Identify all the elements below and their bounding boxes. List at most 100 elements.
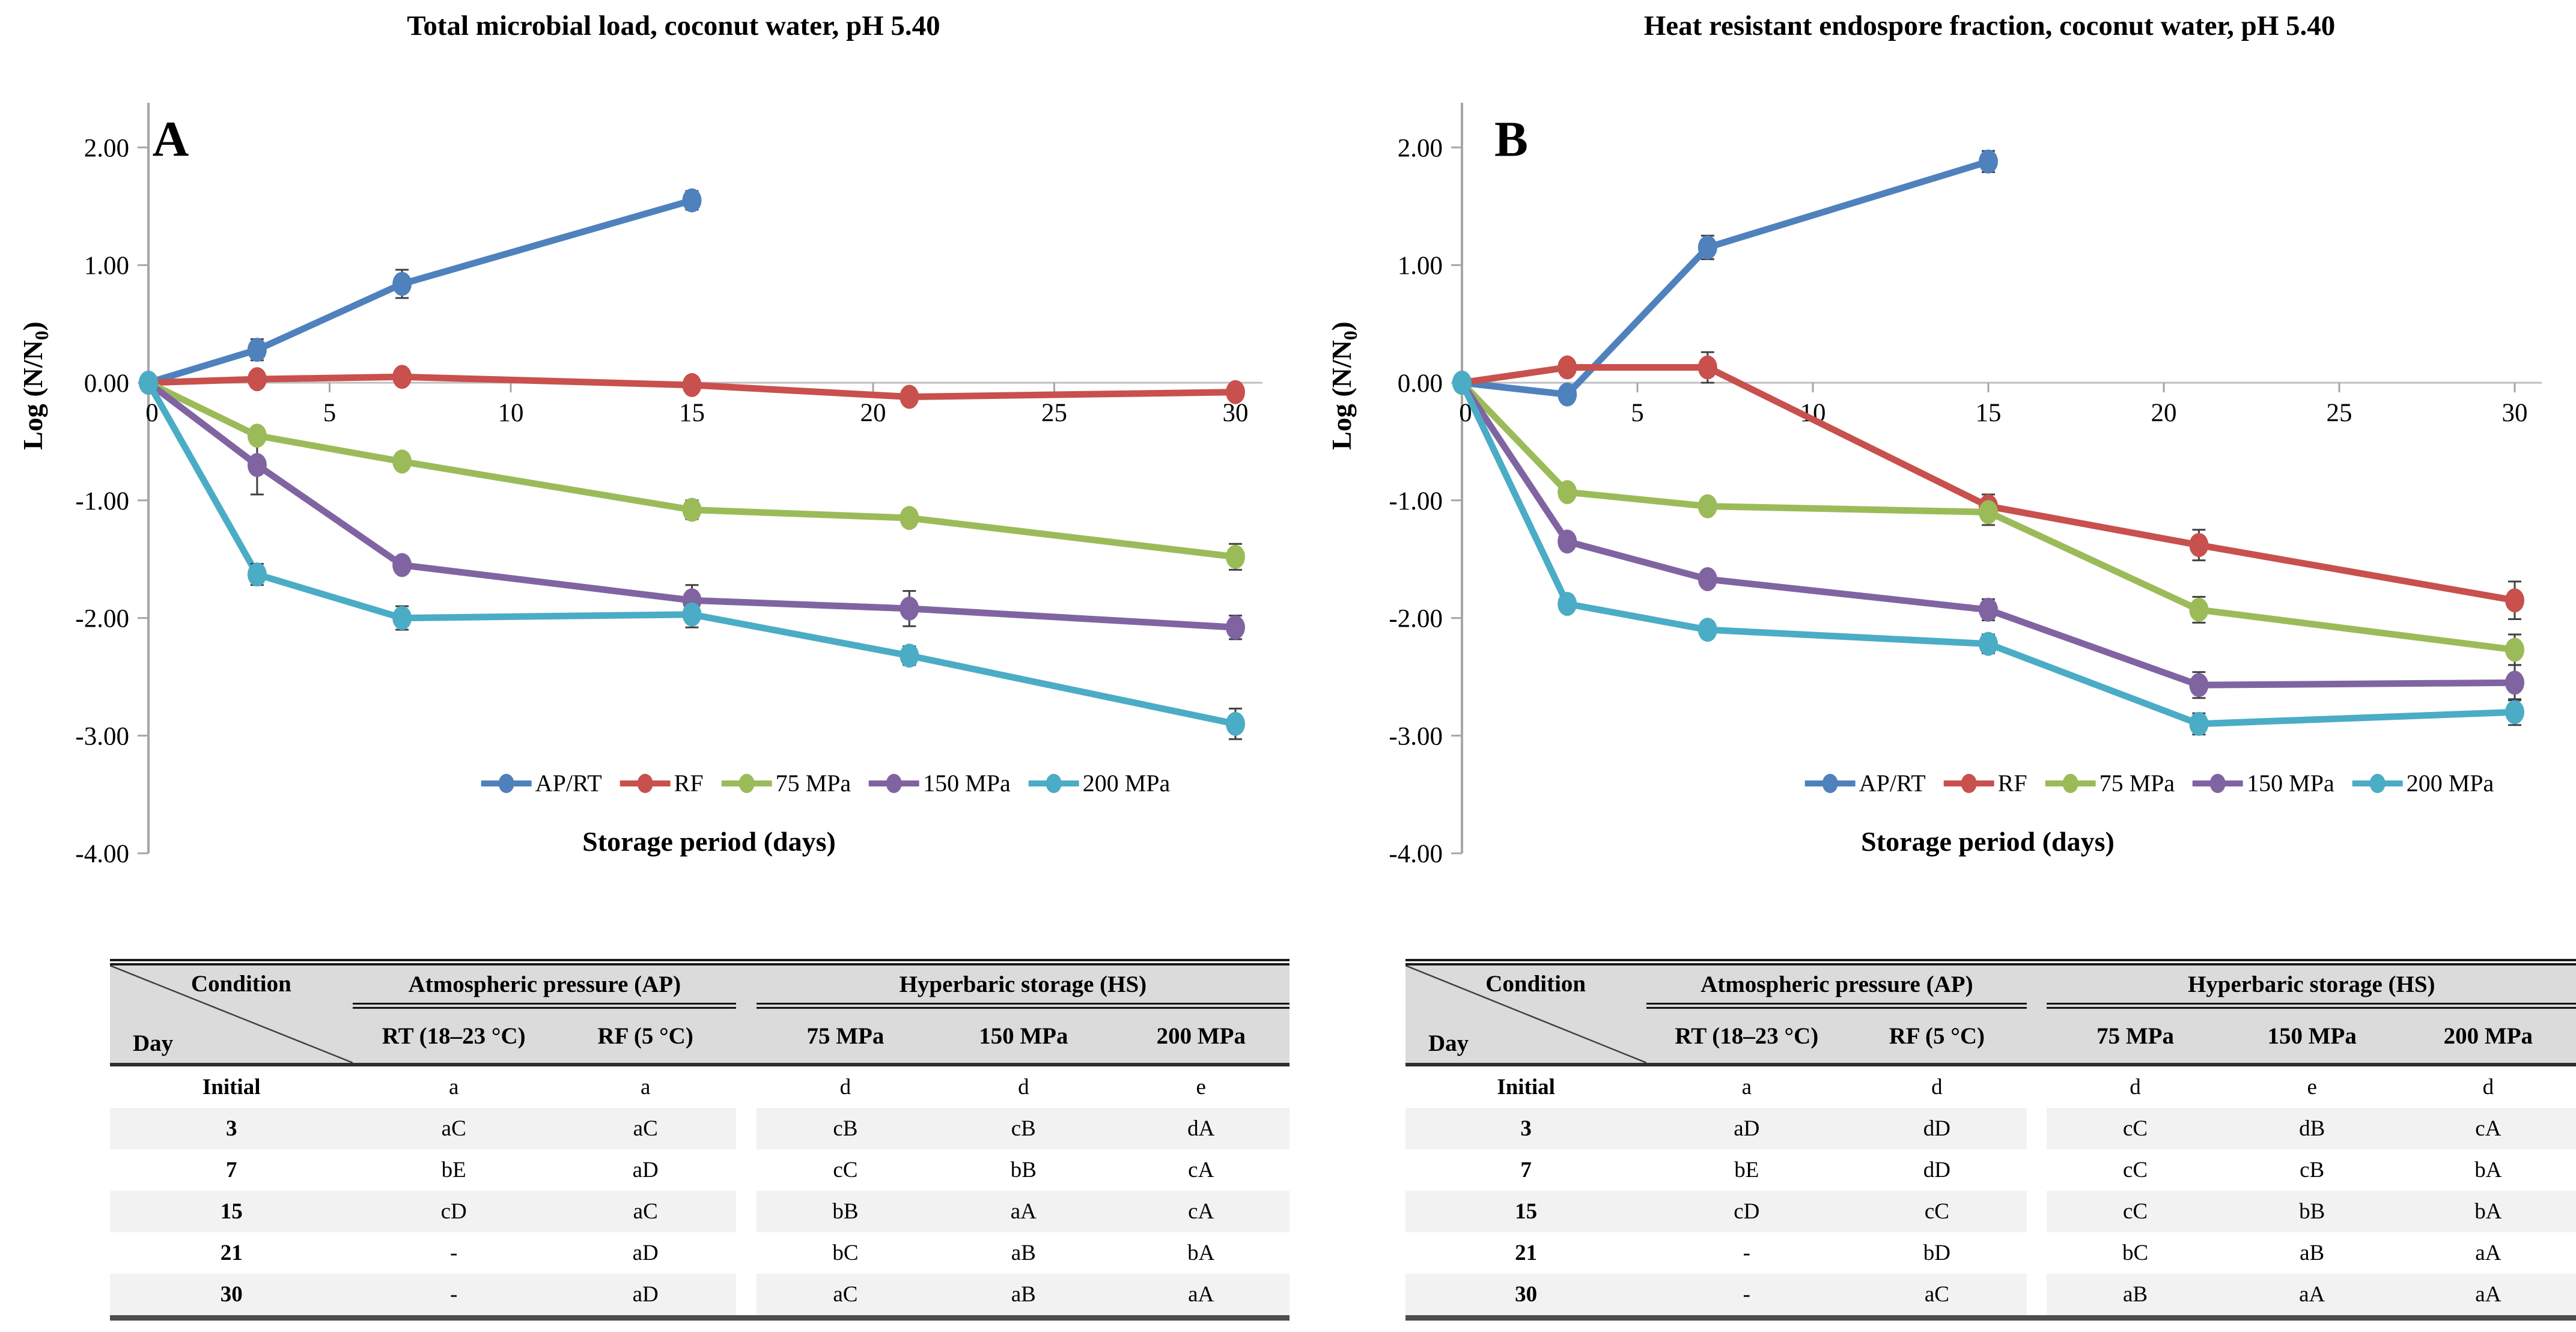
x-tick-label: 15 [1976,399,2002,427]
table-row-day-21: 21 - aD bC aB bA [110,1232,1290,1274]
legend-dot [1046,773,1062,793]
header-spacer [2027,966,2047,1066]
table-cell: bB [1010,1158,1037,1182]
day-cell: 15 [1405,1191,1647,1232]
table-spacer-cell [2027,1232,2047,1274]
data-point-200-mpa [1226,711,1245,736]
data-point-rf [392,365,412,389]
data-point-75-mpa [247,424,267,448]
table-cell: a [1741,1075,1752,1099]
group-header-hyperbaric-storage: Hyperbaric storage (HS) [2047,966,2576,1009]
series-line-rf [1458,364,2518,604]
day-cell: 21 [220,1241,243,1265]
day-cell: 3 [1405,1108,1647,1149]
data-point-75-mpa [1979,500,1998,525]
legend-label: 150 MPa [2247,770,2334,797]
corner-cell: Condition Day [110,966,353,1066]
data-point-150-mpa [247,453,267,478]
legend-label: 75 MPa [2099,770,2175,797]
table-cell: bC [832,1241,859,1265]
corner-label-day: Day [1428,1030,1469,1056]
column-header-rt-18-23-c: RT (18–23 °C) [353,1006,555,1066]
table-cell: bE [441,1158,466,1182]
data-point-150-mpa [1979,597,1998,622]
chart-a-legend: AP/RT RF 75 MPa 150 MPa 200 MPa [481,769,1171,797]
data-point-200-mpa [900,643,919,668]
day-cell: 30 [1405,1274,1647,1315]
diagonal-line [1405,966,1646,1063]
table-spacer-cell [736,1065,757,1108]
y-tick-label: -3.00 [1389,722,1443,750]
table-spacer-cell [2027,1149,2047,1191]
legend-item-rf: RF [1943,769,2027,797]
data-point-200-mpa [1698,618,1717,642]
legend-dot [2369,773,2386,793]
legend-marker-icon-150-mpa [869,773,920,793]
data-point-ap-rt [1979,149,1998,174]
x-tick-label: 15 [679,399,705,427]
table-cell: aC [555,1108,737,1149]
significance-table-a: Condition Day Atmospheric pressure (AP) Hyp… [110,966,1290,1315]
column-header-75-mpa: 75 MPa [756,1006,935,1066]
table-cell: bB [756,1191,935,1232]
day-cell: 15 [110,1191,353,1232]
table-cell: dD [1847,1108,2027,1149]
table-cell: bD [1923,1241,1950,1265]
table-cell: cA [1188,1158,1214,1182]
table-cell: aB [2300,1241,2325,1265]
legend-item-75-mpa: 75 MPa [721,769,851,797]
data-point-ap-rt [1557,382,1577,407]
data-point-rf [1226,380,1245,404]
table-cell: aB [934,1274,1113,1315]
table-cell: - [450,1241,458,1265]
data-point-rf [1557,355,1577,380]
data-point-200-mpa [2189,711,2209,736]
panel-a: Total microbial load, coconut water, pH … [0,0,1288,937]
data-point-rf [2189,533,2209,558]
table-cell: dB [2223,1108,2401,1149]
table-cell: cC [2047,1191,2224,1232]
table-spacer-cell [2027,1108,2047,1149]
y-tick-label: -1.00 [1389,487,1443,515]
table-cell: d [839,1075,851,1099]
table-cell: cD [353,1191,555,1232]
legend-marker-icon-75-mpa [2045,773,2096,793]
table-cell: aB [2047,1274,2224,1315]
table-cell: aD [632,1241,659,1265]
data-point-200-mpa [392,606,412,630]
table-cell: - [353,1274,555,1315]
y-tick-label: -2.00 [75,605,129,633]
legend-label: 150 MPa [923,770,1011,797]
table-spacer-cell [736,1232,757,1274]
table-row-day-3: 3 aD dD cC dB cA [1405,1108,2576,1149]
data-point-200-mpa [1452,371,1472,395]
table-column-header-row: RT (18–23 °C) RF (5 °C) 75 MPa 150 MPa 200 M… [1405,1006,2576,1066]
table-spacer-cell [736,1191,757,1232]
table-row-day-21: 21 - bD bC aB aA [1405,1232,2576,1274]
table-cell: cB [2300,1158,2325,1182]
significance-table-b: Condition Day Atmospheric pressure (AP) Hyp… [1405,966,2576,1315]
data-point-75-mpa [2505,637,2524,662]
data-point-200-mpa [1557,592,1577,616]
group-header-atmospheric-pressure: Atmospheric pressure (AP) [1646,966,2027,1009]
legend-label: 200 MPa [1082,770,1171,797]
diagonal-line [110,966,353,1063]
table-cell: cB [934,1108,1113,1149]
x-tick-label: 20 [860,399,886,427]
table-cell: bA [2474,1158,2502,1182]
table-column-header-row: RT (18–23 °C) RF (5 °C) 75 MPa 150 MPa 200 M… [110,1006,1290,1066]
data-point-75-mpa [1557,480,1577,505]
table-cell: aA [934,1191,1113,1232]
table-cell: e [2307,1075,2317,1099]
table-spacer-cell [736,1108,757,1149]
legend-item-rf: RF [620,769,704,797]
data-point-75-mpa [392,449,412,474]
data-point-75-mpa [682,497,702,522]
data-point-150-mpa [900,596,919,621]
header-spacer [736,966,757,1066]
table-cell: d [1018,1075,1029,1099]
series-line-150-mpa [1458,379,2518,689]
legend-marker-icon-rf [620,773,671,793]
table-cell: d [1931,1075,1943,1099]
series-line-ap-rt [145,197,695,386]
